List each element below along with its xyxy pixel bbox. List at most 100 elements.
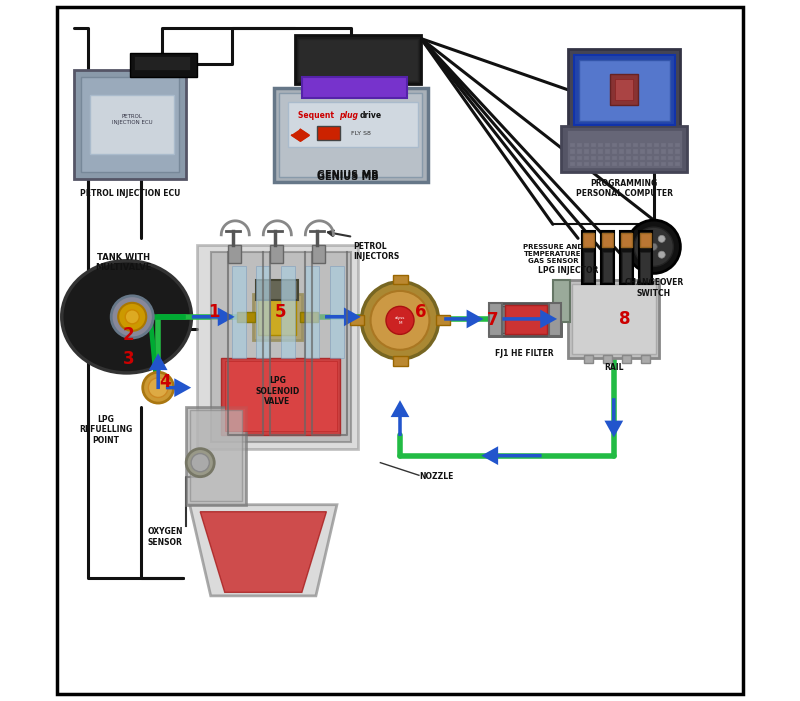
Bar xyxy=(661,149,666,154)
Bar xyxy=(626,156,630,160)
FancyArrow shape xyxy=(504,312,554,326)
Bar xyxy=(578,60,670,121)
Bar xyxy=(437,315,450,325)
Bar xyxy=(553,280,570,322)
Bar xyxy=(654,143,658,147)
Text: CHANGEOVER
SWITCH: CHANGEOVER SWITCH xyxy=(624,278,683,298)
Bar xyxy=(584,149,589,154)
Bar xyxy=(674,156,680,160)
Bar xyxy=(393,356,409,366)
Text: RAIL: RAIL xyxy=(604,363,623,372)
Bar xyxy=(584,252,594,282)
Bar xyxy=(302,77,407,98)
Circle shape xyxy=(148,378,168,397)
Bar xyxy=(562,126,687,172)
Bar xyxy=(605,162,610,166)
Bar xyxy=(646,156,652,160)
Bar xyxy=(90,95,174,154)
Bar xyxy=(605,149,610,154)
Bar xyxy=(590,143,595,147)
Bar xyxy=(674,143,680,147)
Bar xyxy=(633,149,638,154)
Bar xyxy=(639,231,652,284)
Bar xyxy=(549,303,562,336)
Ellipse shape xyxy=(62,261,191,373)
Bar xyxy=(603,355,612,363)
Circle shape xyxy=(118,303,146,331)
Bar xyxy=(640,143,645,147)
Bar xyxy=(633,162,638,166)
Bar xyxy=(661,156,666,160)
Circle shape xyxy=(627,220,680,273)
Bar xyxy=(605,143,610,147)
Bar xyxy=(668,149,673,154)
Bar xyxy=(610,74,638,105)
Bar xyxy=(81,77,179,172)
Bar xyxy=(668,162,673,166)
FancyArrow shape xyxy=(446,312,481,326)
Bar xyxy=(577,156,582,160)
Circle shape xyxy=(658,236,665,243)
Bar xyxy=(197,245,358,449)
Text: FJ1 HE FILTER: FJ1 HE FILTER xyxy=(495,349,554,358)
Bar xyxy=(641,252,650,282)
Text: 5: 5 xyxy=(275,303,286,321)
Bar xyxy=(232,266,246,358)
Bar xyxy=(640,149,645,154)
Bar xyxy=(270,245,283,263)
Bar xyxy=(238,312,255,322)
Text: 7: 7 xyxy=(486,311,498,329)
Text: GENIUS MB: GENIUS MB xyxy=(317,172,378,182)
Bar xyxy=(598,162,602,166)
Bar xyxy=(602,252,613,282)
Bar xyxy=(590,149,595,154)
Bar xyxy=(570,149,574,154)
Bar xyxy=(130,53,197,77)
Text: PRESSURE AND
TEMPERATURE
GAS SENSOR: PRESSURE AND TEMPERATURE GAS SENSOR xyxy=(522,244,583,264)
Text: TANK WITH
MULTIVALVE: TANK WITH MULTIVALVE xyxy=(95,252,151,272)
Bar xyxy=(253,294,302,340)
Bar xyxy=(622,252,631,282)
Bar xyxy=(654,162,658,166)
Bar xyxy=(633,143,638,147)
Bar xyxy=(626,149,630,154)
Bar xyxy=(582,231,595,284)
Bar xyxy=(225,361,337,431)
Circle shape xyxy=(142,372,174,403)
Bar xyxy=(288,102,418,147)
Bar xyxy=(612,156,617,160)
Bar xyxy=(654,149,658,154)
Bar xyxy=(633,156,638,160)
Bar xyxy=(646,162,652,166)
Circle shape xyxy=(191,454,210,472)
Bar xyxy=(318,126,341,140)
FancyArrow shape xyxy=(326,310,358,324)
Bar xyxy=(618,156,624,160)
Bar xyxy=(330,266,344,358)
Bar xyxy=(640,156,645,160)
Text: FLY S8: FLY S8 xyxy=(351,130,371,136)
Bar xyxy=(306,266,319,358)
Bar xyxy=(612,149,617,154)
Bar xyxy=(281,266,295,358)
Bar xyxy=(641,355,650,363)
Circle shape xyxy=(650,243,658,250)
FancyArrow shape xyxy=(606,400,621,435)
Text: LPG
SOLENOID
VALVE: LPG SOLENOID VALVE xyxy=(255,376,299,407)
Text: drive: drive xyxy=(360,111,382,120)
Bar xyxy=(590,162,595,166)
Bar xyxy=(74,70,186,179)
Bar xyxy=(584,355,593,363)
Bar xyxy=(572,284,656,354)
Bar xyxy=(568,280,659,358)
Bar xyxy=(505,305,547,334)
Text: PETROL
INJECTION ECU: PETROL INJECTION ECU xyxy=(112,114,153,125)
Bar xyxy=(618,149,624,154)
Circle shape xyxy=(362,282,438,359)
FancyArrow shape xyxy=(484,449,540,463)
FancyArrow shape xyxy=(151,356,165,388)
Bar xyxy=(661,143,666,147)
Bar xyxy=(228,245,241,263)
Bar xyxy=(210,252,351,442)
Circle shape xyxy=(126,310,139,324)
